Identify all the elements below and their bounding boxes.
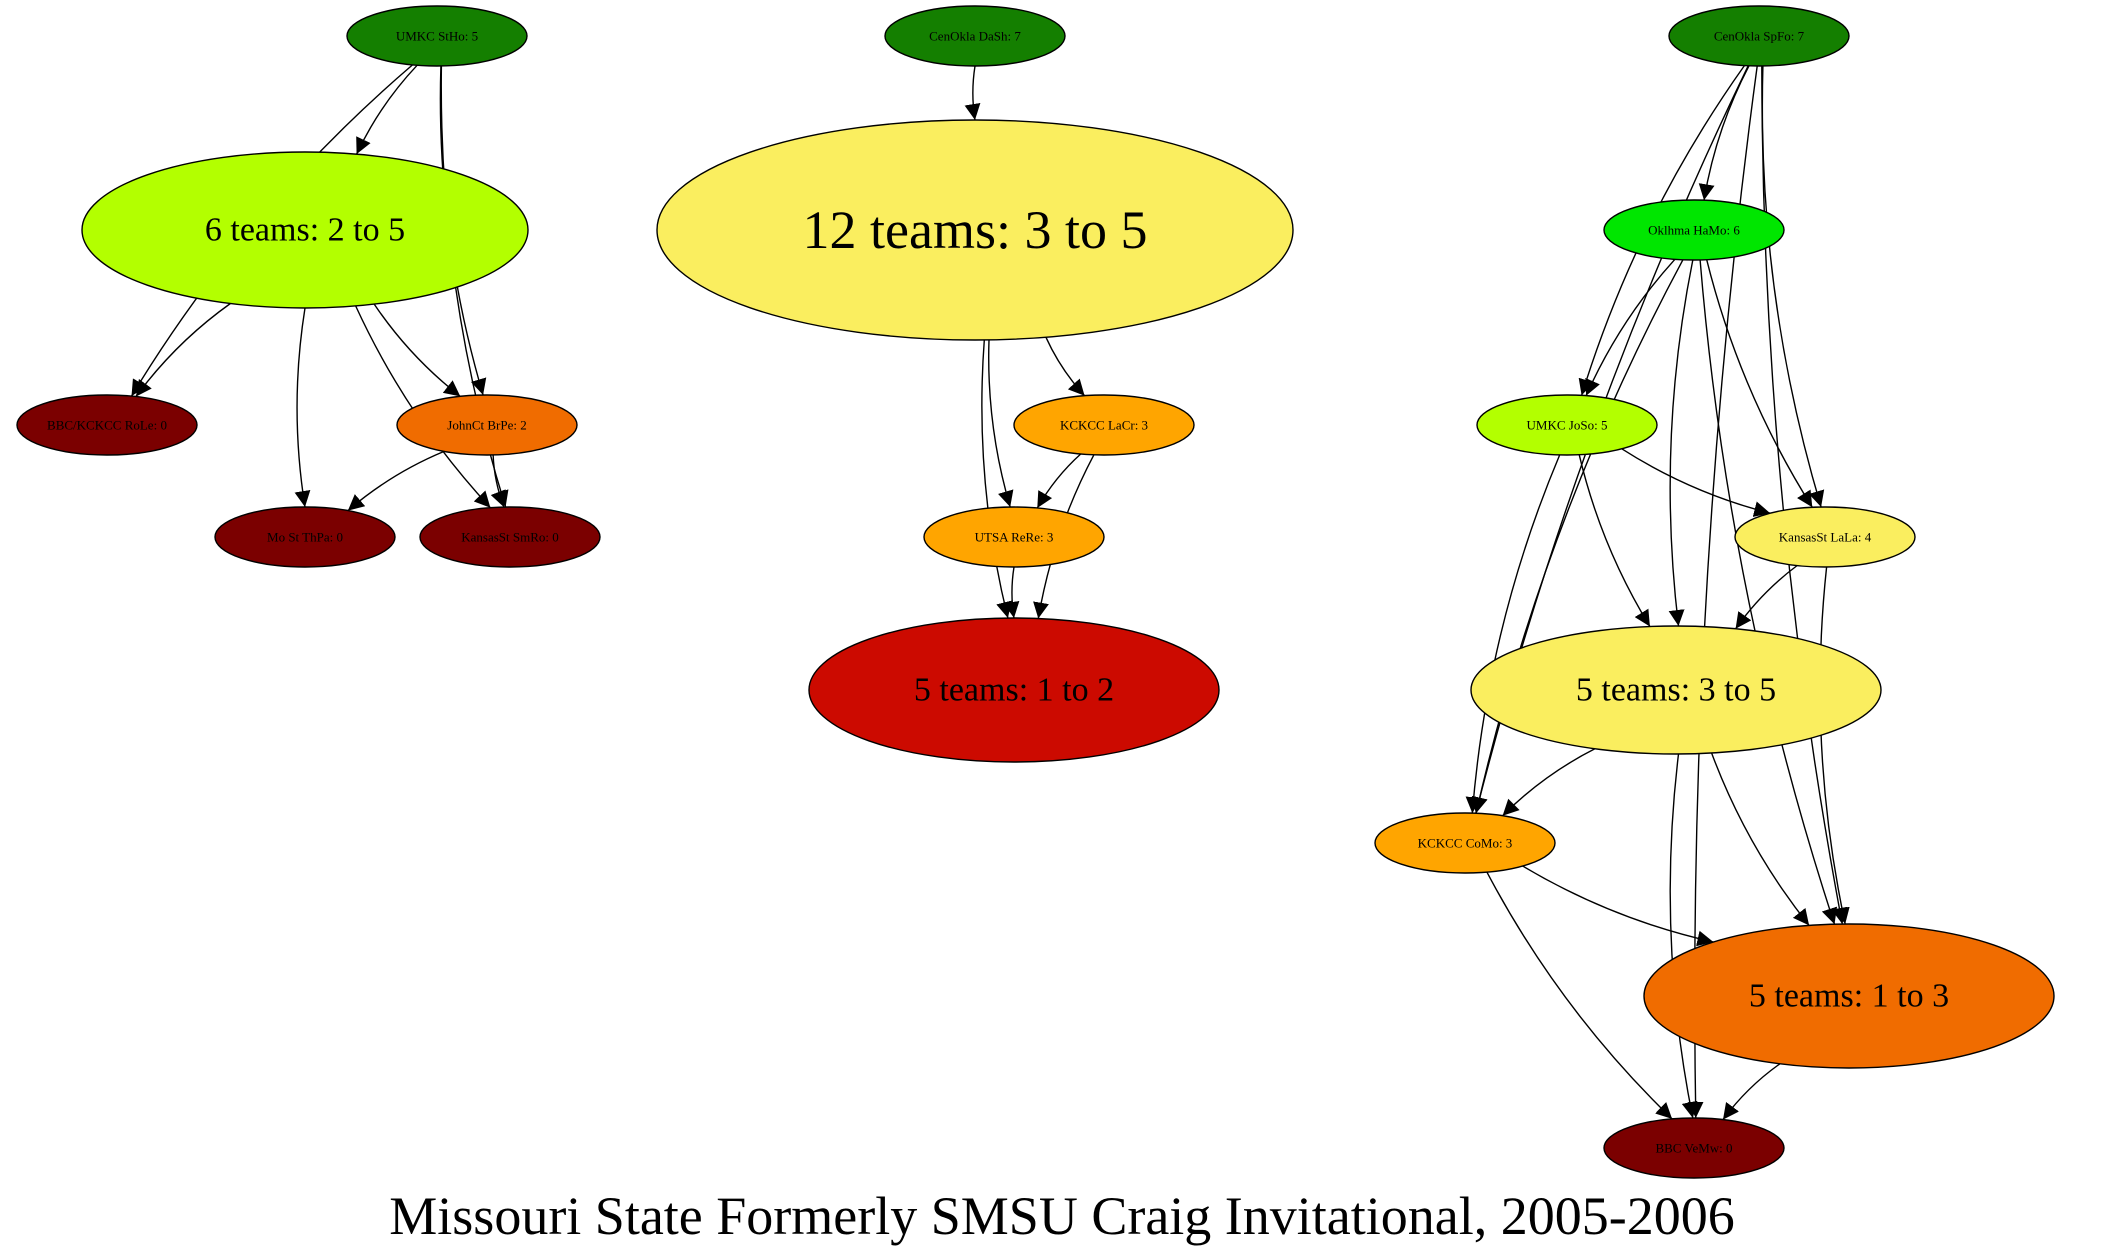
node-cenokla-spfo: CenOkla SpFo: 7 bbox=[1668, 5, 1850, 67]
diagram-title: Missouri State Formerly SMSU Craig Invit… bbox=[389, 1186, 1735, 1246]
edge-five_teams_1_3-to-bbc_vemw bbox=[1722, 1063, 1781, 1121]
node-umkc-joso: UMKC JoSo: 5 bbox=[1476, 394, 1658, 456]
edge-cenokla_spfo-to-five_teams_1_3 bbox=[1761, 65, 1848, 925]
node-label: BBC/KCKCC RoLe: 0 bbox=[47, 418, 167, 433]
node-ellipse bbox=[656, 119, 1294, 341]
node-ellipse bbox=[808, 617, 1220, 763]
node-ellipse bbox=[1668, 5, 1850, 67]
node-label: UMKC StHo: 5 bbox=[396, 29, 478, 44]
node-ellipse bbox=[884, 5, 1066, 67]
node-ellipse bbox=[1374, 812, 1556, 874]
node-label: 5 teams: 1 to 3 bbox=[1749, 978, 1949, 1015]
edge-kckcc_lacr-to-utsa_rere bbox=[1036, 453, 1082, 509]
edge-oklhma_hamo-to-kckcc_como bbox=[1471, 259, 1684, 814]
node-ellipse bbox=[1643, 923, 2055, 1069]
node-ellipse bbox=[1013, 394, 1195, 456]
node-ellipse bbox=[1603, 1117, 1785, 1179]
node-ellipse bbox=[346, 5, 528, 67]
node-ellipse bbox=[923, 506, 1105, 568]
node-label: 5 teams: 1 to 2 bbox=[914, 672, 1114, 709]
node-label: UMKC JoSo: 5 bbox=[1527, 418, 1608, 433]
node-label: KansasSt SmRo: 0 bbox=[461, 530, 559, 545]
node-label: KCKCC CoMo: 3 bbox=[1418, 836, 1513, 851]
edge-umkc_stho-to-six_teams bbox=[355, 64, 418, 155]
edge-twelve_teams-to-utsa_rere bbox=[988, 339, 1014, 508]
node-label: Mo St ThPa: 0 bbox=[267, 530, 343, 545]
node-five-teams-1-3: 5 teams: 1 to 3 bbox=[1643, 923, 2055, 1069]
node-ellipse bbox=[81, 151, 529, 309]
edge-kansasst_lala-to-five_teams_1_3 bbox=[1819, 566, 1850, 925]
edge-six_teams-to-bbc_role bbox=[135, 302, 231, 398]
edge-kckcc_como-to-five_teams_1_3 bbox=[1522, 865, 1714, 947]
node-ellipse bbox=[396, 394, 578, 456]
edge-five_teams_3_5-to-five_teams_1_3 bbox=[1710, 752, 1810, 926]
node-utsa-rere: UTSA ReRe: 3 bbox=[923, 506, 1105, 568]
edge-kansasst_lala-to-five_teams_3_5 bbox=[1735, 564, 1798, 630]
edge-utsa_rere-to-five_teams_1_2 bbox=[1003, 566, 1020, 619]
node-label: JohnCt BrPe: 2 bbox=[447, 418, 526, 433]
node-label: 6 teams: 2 to 5 bbox=[205, 212, 405, 249]
node-label: CenOkla DaSh: 7 bbox=[929, 29, 1021, 44]
edge-umkc_joso-to-five_teams_3_5 bbox=[1578, 454, 1651, 627]
node-johnct-brpe: JohnCt BrPe: 2 bbox=[396, 394, 578, 456]
edge-kckcc_como-to-bbc_vemw bbox=[1486, 871, 1673, 1120]
node-ellipse bbox=[1476, 394, 1658, 456]
node-six-teams: 6 teams: 2 to 5 bbox=[81, 151, 529, 309]
edge-twelve_teams-to-five_teams_1_2 bbox=[981, 339, 1012, 619]
edge-six_teams-to-most_thpa bbox=[294, 307, 311, 508]
node-kansasst-smro: KansasSt SmRo: 0 bbox=[419, 506, 601, 568]
node-most-thpa: Mo St ThPa: 0 bbox=[214, 506, 396, 568]
edge-oklhma_hamo-to-umkc_joso bbox=[1585, 258, 1676, 396]
node-ellipse bbox=[16, 394, 198, 456]
node-five-teams-3-5: 5 teams: 3 to 5 bbox=[1470, 625, 1882, 755]
node-umkc-stho: UMKC StHo: 5 bbox=[346, 5, 528, 67]
edge-umkc_joso-to-kckcc_como bbox=[1465, 454, 1561, 814]
edge-cenokla_dash-to-twelve_teams bbox=[964, 65, 981, 121]
node-label: Oklhma HaMo: 6 bbox=[1648, 223, 1740, 238]
edge-oklhma_hamo-to-kansasst_lala bbox=[1706, 259, 1813, 508]
node-twelve-teams: 12 teams: 3 to 5 bbox=[656, 119, 1294, 341]
node-five-teams-1-2: 5 teams: 1 to 2 bbox=[808, 617, 1220, 763]
edge-oklhma_hamo-to-five_teams_1_3 bbox=[1699, 259, 1838, 925]
node-ellipse bbox=[1603, 199, 1785, 261]
node-ellipse bbox=[1734, 506, 1916, 568]
edge-oklhma_hamo-to-five_teams_3_5 bbox=[1668, 259, 1694, 627]
node-ellipse bbox=[419, 506, 601, 568]
edge-six_teams-to-johnct_brpe bbox=[373, 303, 461, 397]
nodes-layer: UMKC StHo: 5 6 teams: 2 to 5 BBC/KCKCC RoL… bbox=[16, 5, 2055, 1179]
node-label: KCKCC LaCr: 3 bbox=[1060, 418, 1148, 433]
node-oklhma-hamo: Oklhma HaMo: 6 bbox=[1603, 199, 1785, 261]
node-kckcc-lacr: KCKCC LaCr: 3 bbox=[1013, 394, 1195, 456]
node-label: BBC VeMw: 0 bbox=[1655, 1141, 1732, 1156]
edge-umkc_joso-to-kansasst_lala bbox=[1621, 448, 1771, 517]
edge-five_teams_3_5-to-kckcc_como bbox=[1502, 748, 1596, 817]
node-cenokla-dash: CenOkla DaSh: 7 bbox=[884, 5, 1066, 67]
edge-twelve_teams-to-kckcc_lacr bbox=[1045, 336, 1086, 397]
edge-johnct_brpe-to-most_thpa bbox=[347, 450, 445, 512]
node-label: 12 teams: 3 to 5 bbox=[803, 200, 1148, 260]
node-bbc-vemw: BBC VeMw: 0 bbox=[1603, 1117, 1785, 1179]
node-label: CenOkla SpFo: 7 bbox=[1714, 29, 1805, 44]
node-kckcc-como: KCKCC CoMo: 3 bbox=[1374, 812, 1556, 874]
edge-five_teams_3_5-to-bbc_vemw bbox=[1669, 753, 1698, 1119]
edge-cenokla_spfo-to-kansasst_lala bbox=[1761, 65, 1825, 508]
node-label: 5 teams: 3 to 5 bbox=[1576, 672, 1776, 709]
node-bbc-role: BBC/KCKCC RoLe: 0 bbox=[16, 394, 198, 456]
node-label: KansasSt LaLa: 4 bbox=[1779, 530, 1872, 545]
node-ellipse bbox=[1470, 625, 1882, 755]
node-kansasst-lala: KansasSt LaLa: 4 bbox=[1734, 506, 1916, 568]
node-ellipse bbox=[214, 506, 396, 568]
edge-johnct_brpe-to-kansasst_smro bbox=[490, 454, 506, 508]
node-label: UTSA ReRe: 3 bbox=[975, 530, 1054, 545]
